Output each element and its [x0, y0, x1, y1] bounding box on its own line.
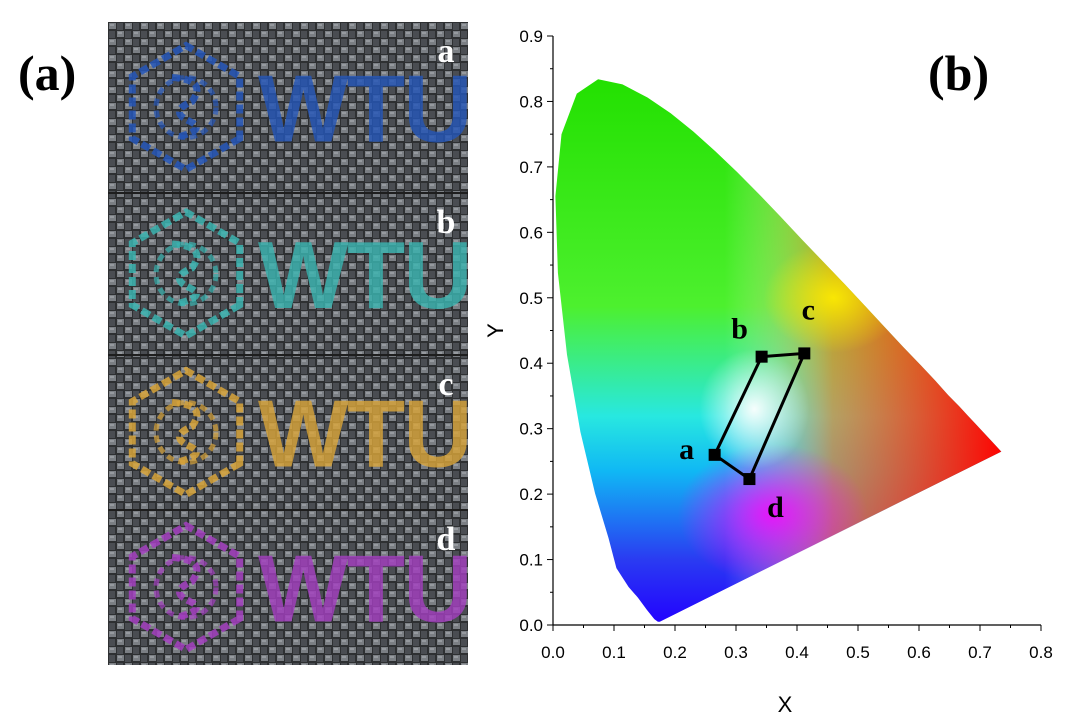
sample-letter-b: b	[437, 204, 456, 241]
x-tick-label: 0.1	[602, 643, 626, 662]
sample-letter-a: a	[438, 33, 455, 70]
data-point-a	[708, 448, 721, 461]
hexagon-logo-icon	[128, 521, 244, 654]
chromaticity-gamut	[555, 79, 1002, 622]
y-tick-label: 0.8	[519, 92, 543, 111]
y-tick-label: 0.1	[519, 551, 543, 570]
x-tick-label: 0.0	[541, 643, 565, 662]
emblem-ring-icon	[153, 75, 219, 140]
emblem-icon	[171, 399, 201, 466]
logo-text: WTU	[258, 222, 468, 329]
data-point-c	[798, 347, 811, 360]
point-label-d: d	[767, 491, 784, 524]
y-tick-label: 0.9	[519, 27, 543, 46]
x-tick-label: 0.7	[968, 643, 992, 662]
point-label-c: c	[802, 293, 815, 326]
y-tick-label: 0.3	[519, 420, 543, 439]
x-tick-label: 0.3	[724, 643, 748, 662]
cie-chromaticity-chart: 0.0 0.1 0.2 0.3 0.4 0.5 0.6 0.7 0.8 0.0 0.1 0.2 0.3 0…	[483, 27, 1053, 717]
y-tick-label: 0.5	[519, 289, 543, 308]
x-tick-label: 0.6	[907, 643, 931, 662]
logo-text: WTU	[258, 536, 468, 643]
y-tick-label: 0.7	[519, 158, 543, 177]
logo-text: WTU	[258, 56, 468, 163]
x-tick-label: 0.5	[846, 643, 870, 662]
logo-text: WTU	[258, 381, 468, 488]
sample-letter-d: d	[437, 521, 456, 558]
emblem-icon	[171, 554, 201, 621]
emblem-icon	[171, 240, 201, 308]
emblem-ring-icon	[153, 241, 219, 307]
x-tick-label: 0.8	[1029, 643, 1053, 662]
emblem-ring-icon	[153, 400, 219, 465]
y-tick-label: 0.4	[519, 354, 543, 373]
data-point-b	[755, 350, 768, 363]
hexagon-logo-icon	[128, 41, 244, 174]
y-tick-label: 0.6	[519, 223, 543, 242]
hexagon-logo-icon	[128, 207, 244, 341]
x-tick-label: 0.2	[663, 643, 687, 662]
hexagon-logo-icon	[128, 366, 244, 499]
sample-letter-c: c	[438, 366, 453, 403]
y-tick-label: 0.0	[519, 616, 543, 635]
x-axis-title: X	[778, 692, 793, 717]
y-tick-label: 0.2	[519, 485, 543, 504]
panel-label-b: (b)	[928, 45, 990, 101]
panel-label-a: (a)	[18, 45, 77, 101]
point-label-a: a	[679, 433, 694, 466]
x-tick-label: 0.4	[785, 643, 809, 662]
point-label-b: b	[731, 313, 748, 346]
data-point-d	[743, 473, 756, 486]
emblem-icon	[171, 74, 201, 141]
emblem-ring-icon	[153, 555, 219, 620]
y-axis-title: Y	[483, 323, 508, 338]
